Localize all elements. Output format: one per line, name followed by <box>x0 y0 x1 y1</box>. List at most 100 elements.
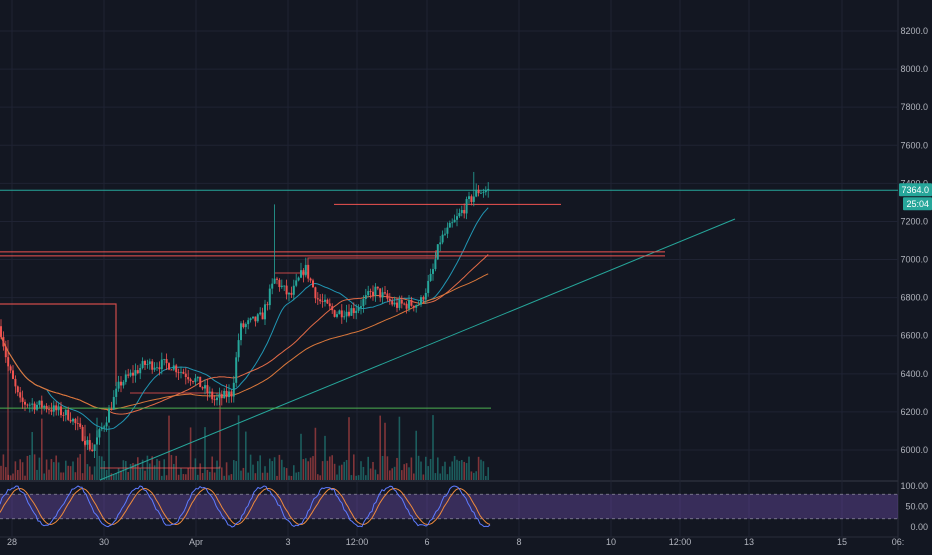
candle <box>112 390 115 410</box>
volume-bar <box>5 467 7 480</box>
volume-bar <box>156 459 158 480</box>
candle-body <box>199 376 202 388</box>
trendline <box>99 218 736 481</box>
candle <box>465 196 468 220</box>
candle <box>470 194 473 206</box>
candle <box>160 352 163 375</box>
volume-bar <box>413 473 415 480</box>
candle <box>261 307 264 320</box>
volume-bar <box>168 415 170 480</box>
volume-bar <box>127 472 129 480</box>
candle-body <box>388 298 391 301</box>
candle <box>393 296 396 307</box>
time-tick-label: 10 <box>606 537 616 547</box>
candle <box>302 268 305 283</box>
candle <box>151 359 154 374</box>
candle <box>100 422 103 432</box>
candle-body <box>112 396 115 410</box>
candle-body <box>372 291 374 296</box>
candle <box>333 309 336 318</box>
candle-body <box>391 300 394 305</box>
candle <box>468 191 470 204</box>
candle <box>350 304 353 317</box>
candle-body <box>36 404 38 410</box>
candle-body <box>9 366 12 371</box>
candle <box>67 406 70 422</box>
candle-body <box>261 312 264 320</box>
volume-bar <box>67 465 69 480</box>
candle-body <box>40 400 43 408</box>
candle <box>240 321 242 346</box>
volume-bar <box>105 469 108 480</box>
volume-bar <box>249 454 252 480</box>
volume-bar <box>314 427 317 480</box>
candle-body <box>52 405 55 412</box>
candle <box>326 298 329 304</box>
candle <box>254 316 257 327</box>
volume-bar <box>425 456 427 480</box>
candle <box>482 188 485 198</box>
volume-bar <box>98 455 101 480</box>
candle <box>93 444 96 458</box>
volume-bar <box>84 424 86 480</box>
volume-bar <box>55 455 57 480</box>
volume-bar <box>324 435 326 480</box>
candle-body <box>333 310 336 317</box>
candle <box>400 295 403 309</box>
candle-body <box>470 196 473 202</box>
candle-body <box>439 242 442 245</box>
candle-body <box>33 403 36 410</box>
candle-body <box>482 192 485 193</box>
candle <box>141 357 144 370</box>
volume-bar <box>48 469 50 480</box>
volume-bar <box>26 455 29 480</box>
volume-bar <box>36 469 38 480</box>
volume-bar <box>81 473 84 480</box>
volume-bar <box>17 470 19 480</box>
volume-bar <box>449 466 451 480</box>
candle <box>381 287 384 304</box>
candle <box>338 309 341 315</box>
candle <box>472 171 475 207</box>
candle <box>352 302 355 319</box>
volume-bar <box>53 462 55 480</box>
candle-body <box>405 303 408 309</box>
volume-bar <box>446 474 449 480</box>
candle <box>177 368 180 381</box>
candle-body <box>76 423 79 424</box>
volume-bar <box>487 467 489 480</box>
candle-body <box>379 288 382 298</box>
candle <box>120 376 122 393</box>
candle <box>417 301 420 306</box>
candle <box>88 433 91 452</box>
candle-body <box>110 408 113 410</box>
volume-bar <box>29 455 31 480</box>
candle <box>292 279 295 301</box>
candle-body <box>55 405 58 411</box>
price-tick-label: 7000.0 <box>900 255 928 265</box>
candle-body <box>393 302 396 305</box>
candle <box>316 292 319 305</box>
candle <box>69 412 72 424</box>
candle-body <box>348 311 350 316</box>
candle <box>451 218 454 228</box>
candle <box>218 387 221 406</box>
volume-bar <box>293 465 295 480</box>
candle-body <box>180 371 182 373</box>
volume-bar <box>173 463 175 480</box>
volume-bar <box>2 454 5 480</box>
candle <box>48 405 50 415</box>
candle-body <box>278 279 281 288</box>
candle-body <box>264 304 266 320</box>
candle <box>264 299 266 326</box>
candle-body <box>465 199 468 214</box>
volume-bar <box>43 473 45 480</box>
candle-body <box>446 227 449 234</box>
candle-body <box>232 382 235 397</box>
candle <box>74 417 77 431</box>
candle-body <box>170 369 173 371</box>
volume-bar <box>149 463 151 480</box>
volume-bar <box>165 475 168 480</box>
